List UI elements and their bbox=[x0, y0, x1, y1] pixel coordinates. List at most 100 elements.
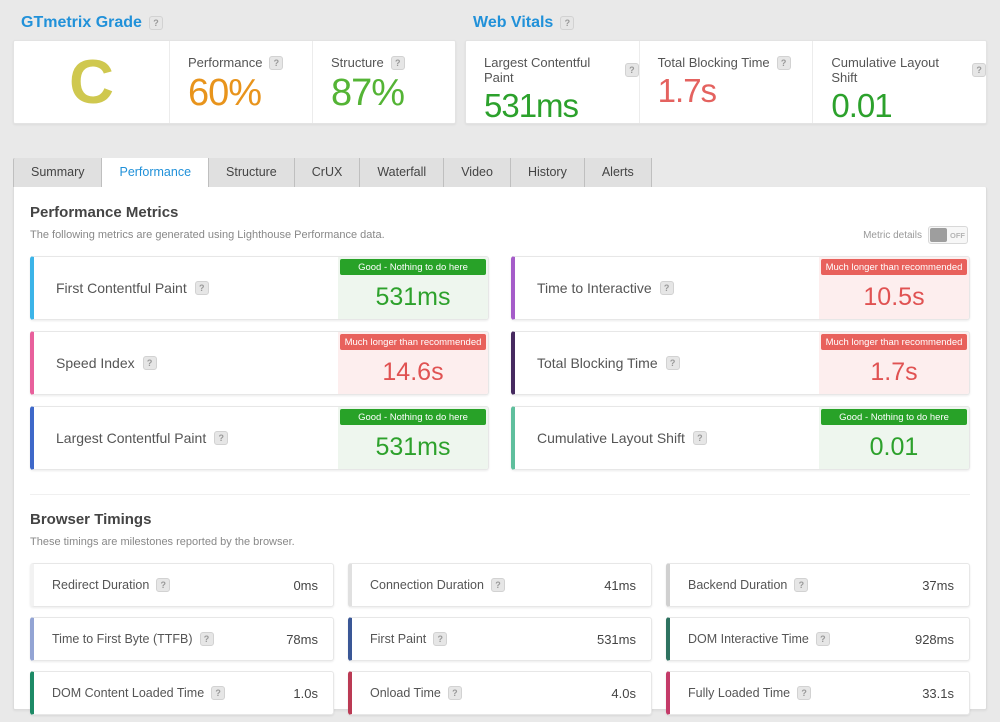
timing-label: Onload Time bbox=[370, 686, 441, 700]
help-icon[interactable]: ? bbox=[625, 63, 639, 77]
help-icon[interactable]: ? bbox=[142, 356, 157, 370]
grade-section-title-row: GTmetrix Grade ? bbox=[21, 14, 456, 32]
metric-label-row: Time to Interactive ? bbox=[515, 257, 819, 319]
help-icon[interactable]: ? bbox=[199, 632, 214, 646]
metric-value: 531ms bbox=[375, 432, 451, 461]
timing-card-first-paint: First Paint ? 531ms bbox=[348, 617, 652, 661]
metric-result: Good - Nothing to do here 531ms bbox=[338, 407, 488, 469]
timing-value: 531ms bbox=[596, 631, 636, 647]
web-vitals-card: Largest Contentful Paint ? 531ms Total B… bbox=[465, 40, 987, 124]
timing-label: Time to First Byte (TTFB) bbox=[52, 632, 193, 646]
timing-label-row: Connection Duration ? bbox=[370, 578, 604, 592]
metric-card-speed-index: Speed Index ? Much longer than recommend… bbox=[30, 331, 489, 395]
performance-score-label: Performance bbox=[188, 55, 263, 70]
metric-label-row: Total Blocking Time ? bbox=[515, 332, 819, 394]
timing-card-redirect-duration: Redirect Duration ? 0ms bbox=[30, 563, 334, 607]
timing-label-row: DOM Content Loaded Time ? bbox=[52, 686, 293, 700]
status-badge: Good - Nothing to do here bbox=[340, 259, 486, 275]
toggle-knob-icon bbox=[930, 228, 947, 242]
timing-label: DOM Interactive Time bbox=[688, 632, 809, 646]
performance-tab-panel: Performance Metrics The following metric… bbox=[13, 187, 987, 715]
help-icon[interactable]: ? bbox=[665, 356, 680, 370]
grade-section-title: GTmetrix Grade bbox=[21, 14, 142, 31]
help-icon[interactable]: ? bbox=[794, 578, 809, 592]
metric-result: Much longer than recommended 1.7s bbox=[819, 332, 969, 394]
help-icon[interactable]: ? bbox=[972, 63, 987, 77]
timing-value: 41ms bbox=[604, 577, 636, 593]
help-icon[interactable]: ? bbox=[269, 55, 284, 70]
performance-metrics-title: Performance Metrics bbox=[30, 204, 179, 221]
metric-label-row: Speed Index ? bbox=[34, 332, 338, 394]
timing-label: Redirect Duration bbox=[52, 578, 150, 592]
metric-value: 10.5s bbox=[863, 282, 925, 311]
web-vitals-title-row: Web Vitals ? bbox=[473, 14, 987, 32]
lcp-vital-cell: Largest Contentful Paint ? 531ms bbox=[466, 41, 640, 124]
timing-card-dom-content-loaded-time: DOM Content Loaded Time ? 1.0s bbox=[30, 671, 334, 715]
timing-label-row: Onload Time ? bbox=[370, 686, 611, 700]
help-icon[interactable]: ? bbox=[390, 55, 405, 70]
tab-history[interactable]: History bbox=[510, 158, 585, 187]
metric-label-row: First Contentful Paint ? bbox=[34, 257, 338, 319]
lcp-vital-label-row: Largest Contentful Paint ? bbox=[484, 55, 639, 85]
grade-letter: C bbox=[69, 47, 114, 117]
structure-score-value: 87% bbox=[331, 72, 405, 114]
timing-label-row: DOM Interactive Time ? bbox=[688, 632, 915, 646]
performance-score-cell: Performance ? 60% bbox=[170, 41, 313, 123]
timing-label: DOM Content Loaded Time bbox=[52, 686, 205, 700]
metric-label: Speed Index bbox=[56, 355, 135, 371]
performance-metric-grid: First Contentful Paint ? Good - Nothing … bbox=[30, 256, 970, 470]
help-icon[interactable]: ? bbox=[776, 55, 791, 70]
metric-value: 531ms bbox=[375, 282, 451, 311]
metric-result: Much longer than recommended 10.5s bbox=[819, 257, 969, 319]
metric-details-toggle-state: OFF bbox=[950, 230, 965, 240]
tab-alerts[interactable]: Alerts bbox=[584, 158, 652, 187]
timing-label-row: Time to First Byte (TTFB) ? bbox=[52, 632, 286, 646]
metric-label: Largest Contentful Paint bbox=[56, 430, 207, 446]
tbt-vital-label-row: Total Blocking Time ? bbox=[658, 55, 813, 70]
tab-video[interactable]: Video bbox=[444, 158, 511, 187]
help-icon[interactable]: ? bbox=[433, 632, 448, 646]
timing-card-onload-time: Onload Time ? 4.0s bbox=[348, 671, 652, 715]
help-icon[interactable]: ? bbox=[194, 281, 209, 295]
grade-card: C Performance ? 60% Structure ? 87% bbox=[13, 40, 456, 124]
metric-value: 0.01 bbox=[869, 432, 919, 461]
timing-label-row: Backend Duration ? bbox=[688, 578, 922, 592]
structure-score-label-row: Structure ? bbox=[331, 55, 455, 70]
help-icon[interactable]: ? bbox=[214, 431, 229, 445]
metric-label: Cumulative Layout Shift bbox=[537, 430, 685, 446]
help-icon[interactable]: ? bbox=[692, 431, 707, 445]
timing-card-backend-duration: Backend Duration ? 37ms bbox=[666, 563, 970, 607]
browser-timings-title: Browser Timings bbox=[30, 511, 152, 528]
tab-crux[interactable]: CrUX bbox=[294, 158, 361, 187]
help-icon[interactable]: ? bbox=[490, 578, 505, 592]
cls-vital-value: 0.01 bbox=[831, 87, 892, 124]
help-icon[interactable]: ? bbox=[211, 686, 226, 700]
help-icon[interactable]: ? bbox=[797, 686, 812, 700]
tab-waterfall[interactable]: Waterfall bbox=[360, 158, 445, 187]
tbt-vital-value: 1.7s bbox=[657, 72, 717, 109]
performance-score-value: 60% bbox=[188, 72, 262, 114]
metric-card-time-to-interactive: Time to Interactive ? Much longer than r… bbox=[511, 256, 970, 320]
help-icon[interactable]: ? bbox=[560, 16, 575, 30]
tab-summary[interactable]: Summary bbox=[13, 158, 103, 187]
help-icon[interactable]: ? bbox=[659, 281, 674, 295]
metric-label-row: Largest Contentful Paint ? bbox=[34, 407, 338, 469]
help-icon[interactable]: ? bbox=[815, 632, 830, 646]
help-icon[interactable]: ? bbox=[148, 16, 163, 30]
tab-performance[interactable]: Performance bbox=[102, 158, 210, 187]
help-icon[interactable]: ? bbox=[447, 686, 462, 700]
tab-structure[interactable]: Structure bbox=[209, 158, 295, 187]
timing-card-fully-loaded-time: Fully Loaded Time ? 33.1s bbox=[666, 671, 970, 715]
help-icon[interactable]: ? bbox=[156, 578, 171, 592]
grade-section: GTmetrix Grade ? C Performance ? 60% Str… bbox=[13, 12, 456, 124]
performance-metrics-header: Performance Metrics The following metric… bbox=[30, 204, 970, 244]
cls-vital-cell: Cumulative Layout Shift ? 0.01 bbox=[813, 41, 987, 124]
report-tabbar: Summary Performance Structure CrUX Water… bbox=[13, 158, 987, 187]
metric-details-toggle[interactable]: OFF bbox=[928, 226, 968, 244]
timing-value: 928ms bbox=[914, 631, 954, 647]
metric-label-row: Cumulative Layout Shift ? bbox=[515, 407, 819, 469]
timing-card-dom-interactive-time: DOM Interactive Time ? 928ms bbox=[666, 617, 970, 661]
timing-label-row: Redirect Duration ? bbox=[52, 578, 293, 592]
timing-value: 37ms bbox=[922, 577, 954, 593]
